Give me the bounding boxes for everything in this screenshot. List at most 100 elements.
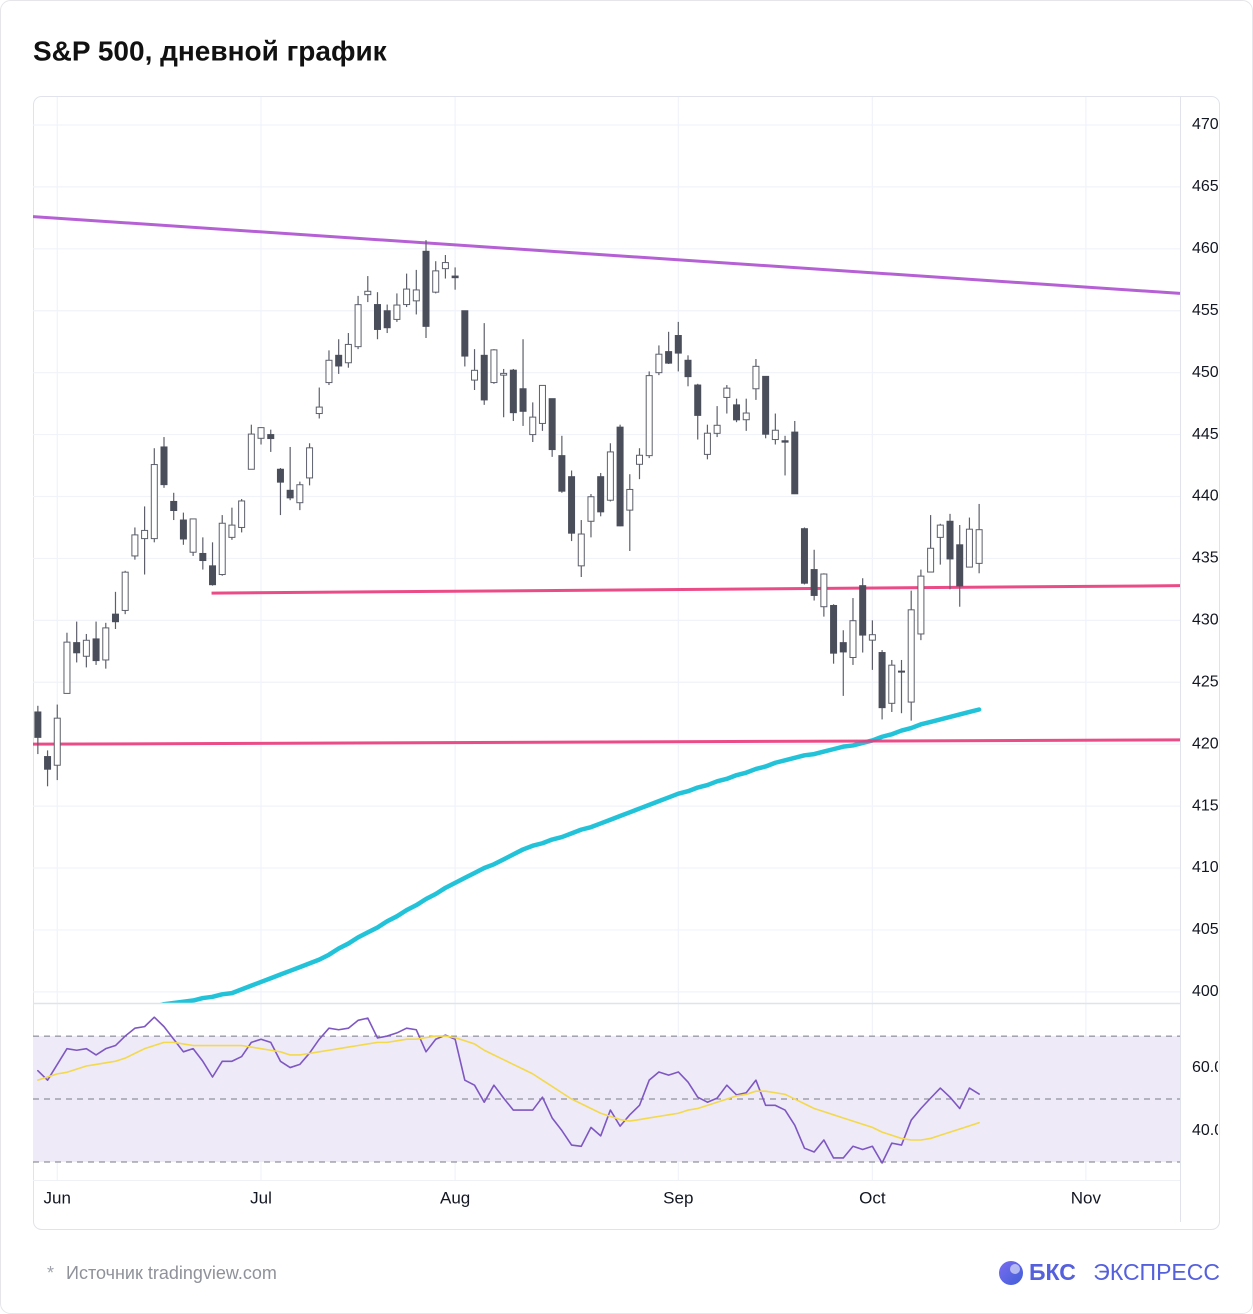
rsi-line (37, 1016, 980, 1164)
y-tick-label: 4100 (1192, 859, 1228, 876)
x-tick-label: Nov (1071, 1188, 1102, 1207)
candle-body (810, 569, 818, 596)
price-axis: 4000 4050 4100 4150 4200 4250 4300 4350 4400 4450… (1192, 116, 1232, 1139)
candle-body (92, 638, 100, 662)
candle-body (965, 528, 973, 568)
candle-body (121, 571, 129, 611)
candle-body (267, 434, 275, 440)
y-tick-label: 4700 (1192, 116, 1228, 133)
candle-body (723, 387, 731, 398)
candle-body (820, 573, 828, 608)
candle-body (548, 398, 556, 451)
candle-body (306, 447, 314, 479)
candle-body (276, 468, 284, 483)
candle-body (170, 500, 178, 511)
candle-body (199, 552, 207, 562)
y-tick-label: 4550 (1192, 302, 1228, 319)
y-tick-label: 4450 (1192, 426, 1228, 443)
candle-body (247, 433, 255, 470)
moving-average (159, 707, 982, 1003)
candle-body (936, 524, 944, 538)
source-note: Источник tradingview.com (66, 1263, 277, 1283)
candle-body (558, 455, 566, 492)
candle-body (897, 670, 905, 673)
candle-body (373, 304, 381, 330)
candle-body (587, 496, 595, 522)
x-tick-label: Oct (859, 1188, 886, 1207)
candle-body (160, 446, 168, 486)
x-tick-label: Jun (44, 1188, 71, 1207)
candle-body (73, 642, 81, 654)
candle-body (257, 427, 265, 439)
candle-body (63, 641, 71, 694)
candle-body (500, 372, 508, 376)
candle-body (412, 289, 420, 302)
candle-body (451, 275, 459, 279)
candle-body (956, 544, 964, 587)
candle-body (859, 585, 867, 636)
trend-line (33, 215, 1180, 295)
candle-body (325, 359, 333, 384)
candle-body (771, 429, 779, 441)
candle-body (645, 375, 653, 457)
x-tick-label: Sep (663, 1188, 693, 1207)
candle-body (606, 451, 614, 501)
rsi-tick-label: 60.00 (1192, 1059, 1232, 1076)
candle-body (830, 604, 838, 654)
y-tick-label: 4250 (1192, 673, 1228, 690)
chart-title: S&P 500, дневной график (33, 35, 388, 66)
candle-body (674, 335, 682, 354)
candle-body (335, 354, 343, 367)
brand-bold: БКС (1029, 1259, 1076, 1285)
candle-body (694, 384, 702, 416)
x-tick-label: Aug (440, 1188, 470, 1207)
y-tick-label: 4000 (1192, 983, 1228, 1000)
candle-body (53, 717, 61, 766)
y-tick-label: 4050 (1192, 921, 1228, 938)
candle-body (800, 528, 808, 584)
candle-body (218, 522, 226, 576)
y-tick-label: 4650 (1192, 178, 1228, 195)
candle-body (403, 288, 411, 306)
candle-body (209, 565, 217, 586)
candle-body (577, 533, 585, 567)
trend-line (33, 738, 1180, 746)
candle-body (364, 290, 372, 296)
y-tick-label: 4500 (1192, 364, 1228, 381)
candle-body (111, 613, 119, 623)
candle-body (742, 412, 750, 421)
candle-body (927, 547, 935, 573)
candle-body (189, 518, 197, 553)
candle-body (179, 519, 187, 540)
candle-body (684, 359, 692, 378)
candle-body (393, 304, 401, 320)
candle-body (354, 304, 362, 348)
candle-body (315, 406, 323, 415)
candle-body (907, 609, 915, 703)
candle-body (102, 627, 110, 661)
rsi-line (37, 1035, 980, 1141)
y-tick-label: 4400 (1192, 488, 1228, 505)
candle-body (946, 520, 954, 560)
y-tick-label: 4300 (1192, 612, 1228, 629)
candle-body (878, 652, 886, 709)
candle-body (461, 310, 469, 357)
candle-body (150, 464, 158, 540)
rsi-tick-label: 40.00 (1192, 1122, 1232, 1139)
candle-body (422, 250, 430, 327)
y-tick-label: 4200 (1192, 735, 1228, 752)
candle-body (432, 270, 440, 293)
candle-body (568, 476, 576, 534)
candle-body (781, 440, 789, 443)
candle-body (752, 365, 760, 390)
brand-name: ЭКСПРЕСС (1093, 1259, 1220, 1285)
candle-body (238, 500, 246, 528)
candle-body (917, 575, 925, 635)
candle-body (762, 375, 770, 435)
price-pane (33, 215, 1180, 1003)
candle-body (626, 488, 634, 511)
candle-body (839, 642, 847, 653)
candle-body (703, 432, 711, 455)
